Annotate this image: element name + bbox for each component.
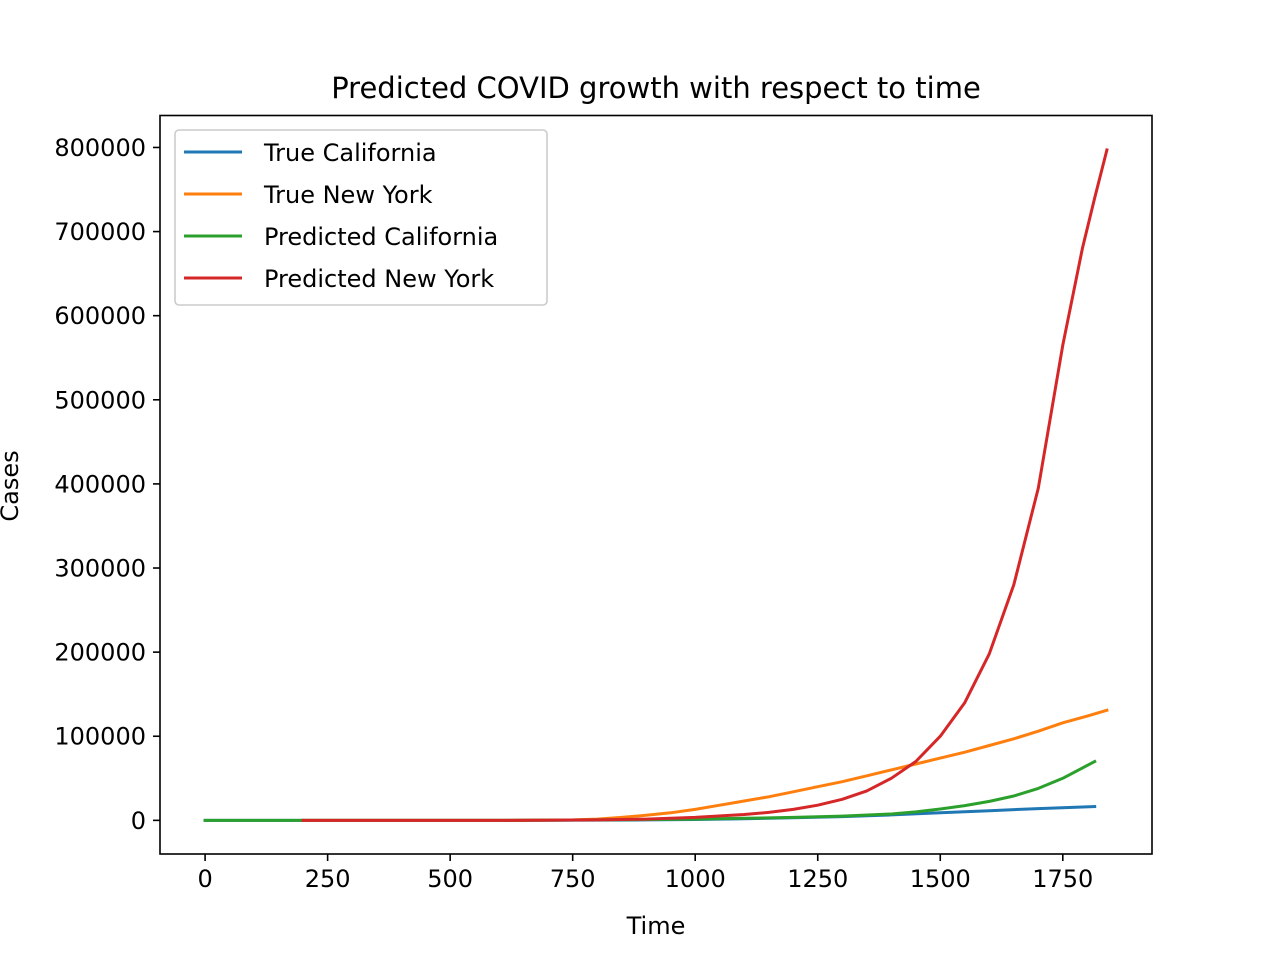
y-tick-label: 800000 (54, 134, 146, 162)
x-tick-label: 1250 (787, 865, 848, 893)
legend-box (174, 129, 548, 306)
y-tick-label: 700000 (54, 218, 146, 246)
x-tick-label: 250 (305, 865, 351, 893)
x-tick-label: 0 (197, 865, 212, 893)
y-tick-label: 500000 (54, 386, 146, 414)
y-tick-label: 0 (131, 807, 146, 835)
x-tick-label: 500 (427, 865, 473, 893)
x-tick-label: 1000 (665, 865, 726, 893)
series-line-predicted-new-york (301, 148, 1109, 822)
chart-title: Predicted COVID growth with respect to t… (331, 71, 981, 105)
legend-items: True California True New York Predicted Ca… (184, 139, 498, 293)
y-tick-label: 100000 (54, 723, 146, 751)
y-axis-label: Cases (0, 450, 24, 521)
plot-area-frame (159, 114, 1153, 855)
legend-label-true-new-york: True New York (263, 181, 433, 209)
legend: True California True New York Predicted Ca… (174, 129, 548, 306)
series-layer (203, 148, 1109, 822)
y-tick-label: 300000 (54, 555, 146, 583)
x-tick-label: 1750 (1032, 865, 1093, 893)
y-tick-label: 200000 (54, 639, 146, 667)
x-axis-label: Time (626, 912, 686, 940)
y-tick-label: 400000 (54, 470, 146, 498)
y-axis-ticks: 0 100000 200000 300000 400000 500000 600000 700… (54, 134, 160, 835)
legend-label-true-california: True California (263, 139, 437, 167)
legend-label-predicted-new-york: Predicted New York (264, 265, 494, 293)
y-tick-label: 600000 (54, 302, 146, 330)
x-tick-label: 750 (550, 865, 596, 893)
legend-label-predicted-california: Predicted California (264, 223, 498, 251)
x-axis-ticks: 0 250 500 750 1000 1250 1500 1750 (197, 854, 1093, 893)
x-tick-label: 1500 (910, 865, 971, 893)
